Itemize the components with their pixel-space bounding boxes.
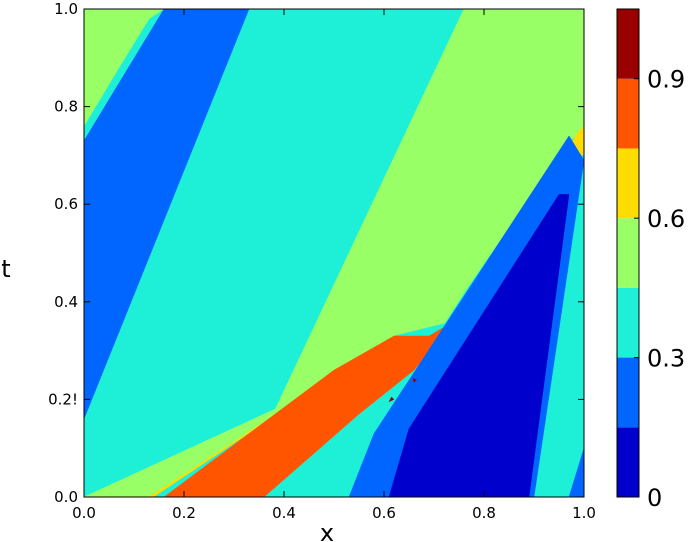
contour-region-3	[84, 9, 250, 419]
contour-fill-regions	[84, 9, 584, 497]
plot-frame	[83, 8, 585, 498]
x-tick-label: 0.2	[172, 504, 196, 522]
colorbar-tick-label: 0.9	[647, 66, 685, 94]
contour-region-1	[84, 9, 165, 127]
contour-region-4	[84, 9, 584, 497]
x-tick-label: 1.0	[572, 504, 596, 522]
contour-region-9	[388, 194, 570, 497]
y-axis-ticks: 0.0 0.2! 0.4 0.6 0.8 1.0	[48, 0, 584, 506]
x-tick-label: 0.0	[72, 504, 96, 522]
y-tick-label: 0.8	[54, 98, 78, 116]
colorbar-segment	[617, 9, 639, 79]
y-axis-label: t	[1, 255, 10, 283]
x-axis-ticks: 0.0 0.2 0.4 0.6 0.8 1.0	[72, 9, 596, 522]
y-tick-label: 0.2!	[48, 390, 78, 408]
colorbar-segment	[617, 78, 639, 149]
colorbar-tick-label: 0.3	[647, 345, 685, 373]
x-tick-label: 0.4	[272, 504, 296, 522]
colorbar-segment	[617, 427, 639, 497]
colorbar-tick-label: 0.6	[647, 205, 685, 233]
colorbar-segment	[617, 218, 639, 288]
x-axis-label: x	[320, 519, 334, 542]
colorbar-segment	[617, 357, 639, 428]
contour-region-12	[412, 377, 417, 383]
colorbar-frame	[616, 8, 640, 498]
y-tick-label: 0.6	[54, 195, 78, 213]
contour-region-11	[388, 396, 395, 403]
colorbar-tick-label: 0	[647, 484, 662, 512]
y-tick-label: 0.0	[54, 488, 78, 506]
colorbar	[617, 9, 639, 497]
y-tick-label: 1.0	[54, 0, 78, 18]
x-tick-label: 0.6	[372, 504, 396, 522]
colorbar-segment	[617, 148, 639, 219]
x-tick-label: 0.8	[472, 504, 496, 522]
colorbar-ticks: 0 0.3 0.6 0.9	[634, 66, 685, 512]
contour-region-10	[568, 448, 584, 497]
colorbar-segment	[617, 287, 639, 358]
y-tick-label: 0.4	[54, 293, 78, 311]
